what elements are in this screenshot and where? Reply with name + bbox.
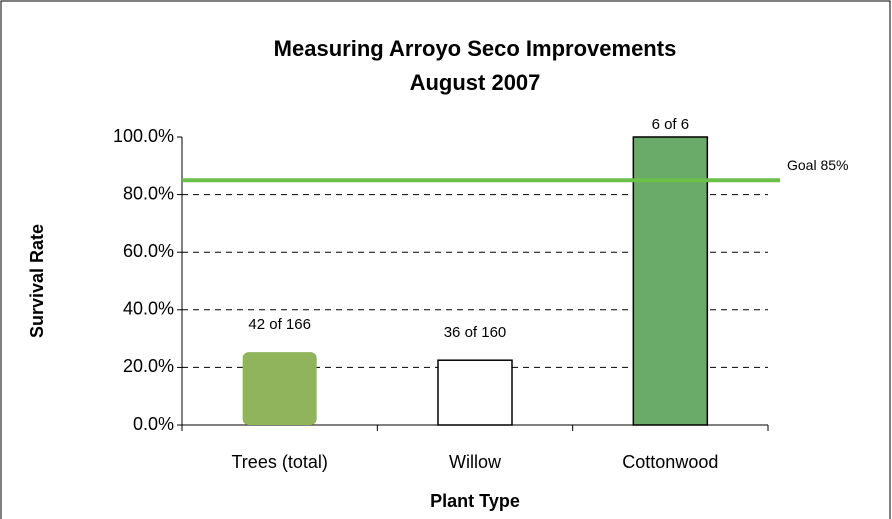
x-tick-label: Trees (total) [231, 452, 327, 472]
chart-title: Measuring Arroyo Seco Improvements [274, 36, 677, 61]
x-axis-title: Plant Type [430, 491, 520, 511]
value-label: 42 of 166 [248, 316, 311, 333]
y-tick-label: 20.0% [123, 356, 174, 376]
value-label: 6 of 6 [652, 116, 690, 133]
bar [632, 136, 709, 426]
bar [242, 352, 317, 425]
y-axis-title: Survival Rate [27, 224, 47, 338]
goal-label: Goal 85% [787, 157, 848, 173]
y-tick-label: 100.0% [113, 126, 174, 146]
bar [437, 359, 513, 426]
x-tick-label: Willow [449, 452, 502, 472]
value-label: 36 of 160 [444, 324, 507, 341]
chart-title: August 2007 [410, 70, 541, 95]
y-tick-label: 0.0% [133, 414, 174, 434]
y-tick-label: 60.0% [123, 241, 174, 261]
x-tick-label: Cottonwood [622, 452, 718, 472]
y-tick-label: 80.0% [123, 183, 174, 203]
y-tick-label: 40.0% [123, 299, 174, 319]
